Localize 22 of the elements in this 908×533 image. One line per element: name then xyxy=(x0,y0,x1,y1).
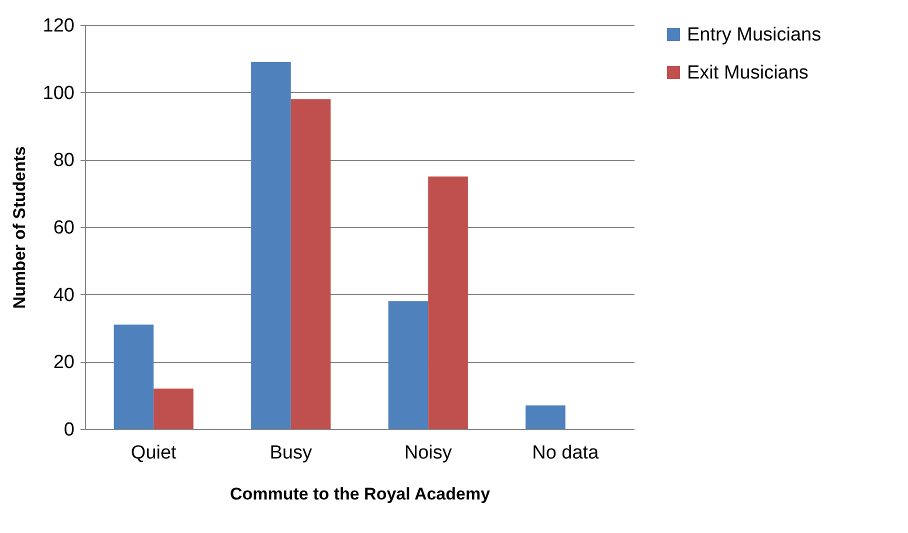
y-tick-label: 40 xyxy=(53,284,74,306)
legend-label: Exit Musicians xyxy=(687,62,808,84)
bar xyxy=(154,388,194,429)
y-tick-label: 80 xyxy=(53,150,74,172)
bar xyxy=(114,324,154,429)
bar xyxy=(388,301,428,429)
x-tick-label: No data xyxy=(532,442,600,464)
bar xyxy=(526,405,566,429)
y-tick-label: 120 xyxy=(42,16,74,36)
y-tick-label: 100 xyxy=(42,82,74,104)
bar xyxy=(290,99,331,429)
x-tick-label: Quiet xyxy=(130,442,178,464)
y-tick-label: 60 xyxy=(53,218,74,238)
x-axis-title: Commute to the Royal Academy xyxy=(230,484,491,504)
x-tick-label: Busy xyxy=(270,442,312,464)
y-tick-label: 0 xyxy=(64,420,74,440)
y-tick-label: 20 xyxy=(53,352,74,374)
y-axis-title: Number of Students xyxy=(10,146,29,309)
bar xyxy=(428,176,468,429)
legend-label: Entry Musicians xyxy=(687,24,822,46)
bar xyxy=(251,62,291,429)
x-tick-label: Noisy xyxy=(404,442,452,464)
